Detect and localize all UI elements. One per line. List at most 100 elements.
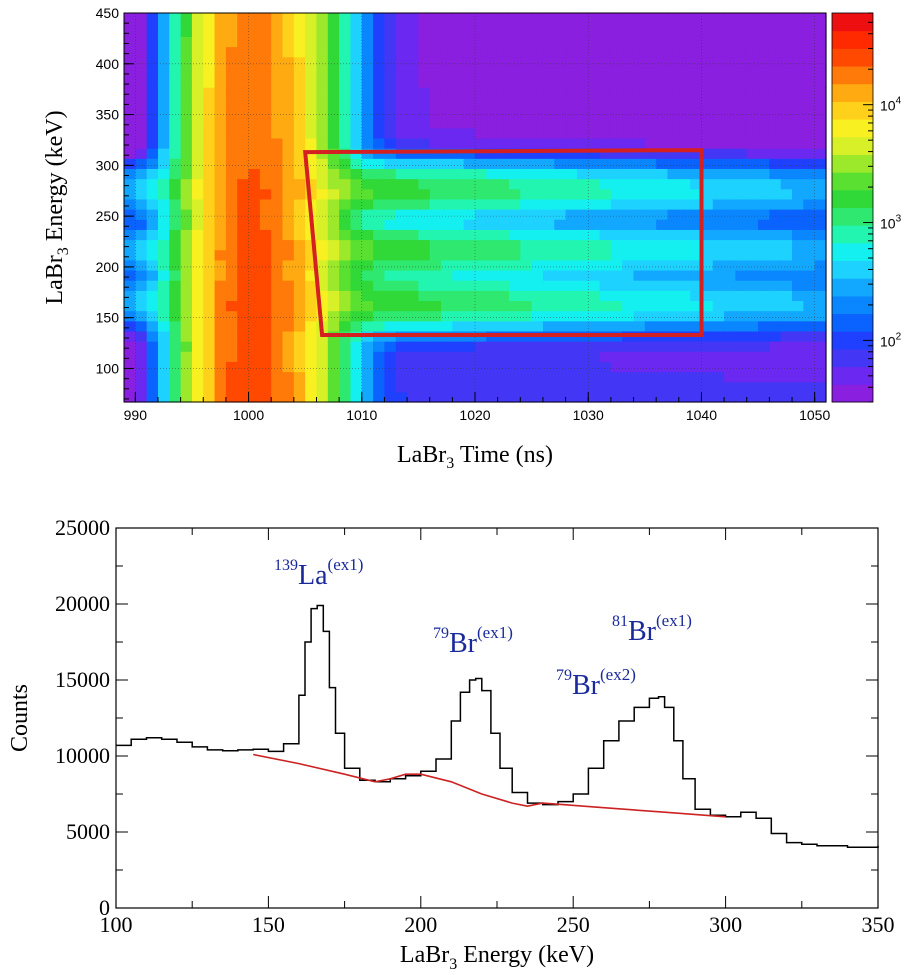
heatmap-cell xyxy=(293,320,306,332)
heatmap-cell xyxy=(441,269,453,281)
heatmap-cell xyxy=(690,341,703,352)
heatmap-cell xyxy=(429,249,442,261)
heatmap-cell xyxy=(735,290,748,302)
heatmap-cell xyxy=(588,117,601,129)
heatmap-cell xyxy=(384,269,397,281)
heatmap-cell xyxy=(769,249,782,261)
heatmap-cell xyxy=(259,341,272,352)
heatmap-cell xyxy=(701,280,714,291)
heatmap-cell xyxy=(758,76,770,88)
heatmap-cell xyxy=(135,148,148,159)
heatmap-cell xyxy=(588,107,601,119)
heatmap-cell xyxy=(644,269,657,281)
heatmap-cell xyxy=(452,249,465,261)
heatmap-cell xyxy=(350,117,363,129)
heatmap-cell xyxy=(678,381,691,393)
heatmap-cell xyxy=(724,97,737,109)
heatmap-cell xyxy=(452,36,465,48)
heatmap-cell xyxy=(690,249,703,261)
heatmap-cell xyxy=(237,239,250,251)
heatmap-cell xyxy=(350,76,363,88)
heatmap-cell xyxy=(282,158,295,169)
heatmap-cell xyxy=(712,127,725,139)
heatmap-cell xyxy=(656,148,669,159)
heatmap-cell xyxy=(361,168,374,180)
heatmap-cell xyxy=(327,107,340,119)
heatmap-cell xyxy=(633,249,646,261)
heatmap-cell xyxy=(701,148,714,159)
heatmap-cell xyxy=(610,361,623,373)
heatmap-cell xyxy=(644,219,657,230)
heatmap-cell xyxy=(644,351,657,362)
heatmap-cell xyxy=(486,310,499,322)
heatmap-cell xyxy=(633,188,646,200)
heatmap-cell xyxy=(384,239,397,251)
heatmap-cell xyxy=(407,320,419,332)
heatmap-cell xyxy=(248,87,261,98)
heatmap-cell xyxy=(554,310,567,322)
heatmap-cell xyxy=(667,36,680,48)
heatmap-cell xyxy=(622,269,635,281)
heatmap-cell xyxy=(361,56,374,68)
heatmap-cell xyxy=(418,249,431,261)
heatmap-cell xyxy=(701,259,714,271)
heatmap-cell xyxy=(373,117,386,129)
heatmap-cell xyxy=(327,56,340,68)
heatmap-cell xyxy=(452,269,465,281)
heatmap-cell xyxy=(780,280,793,291)
heatmap-cell xyxy=(780,351,793,362)
heatmap-cell xyxy=(373,56,386,68)
heatmap-cell xyxy=(361,341,374,352)
heatmap-cell xyxy=(180,219,193,230)
heatmap-cell xyxy=(395,26,408,37)
heatmap-cell xyxy=(124,87,136,98)
heatmap-cell xyxy=(508,46,521,58)
heatmap-cell xyxy=(373,361,386,373)
heatmap-cell xyxy=(248,158,261,169)
heatmap-cell xyxy=(508,310,521,322)
heatmap-cell xyxy=(542,97,555,109)
heatmap-cell xyxy=(418,259,431,271)
heatmap-cell xyxy=(712,341,725,352)
heatmap-cell xyxy=(656,178,669,190)
heatmap-cell xyxy=(792,330,804,342)
heatmap-cell xyxy=(531,97,544,109)
heatmap-cell xyxy=(633,168,646,180)
heatmap-cell xyxy=(475,269,487,281)
heatmap-cell xyxy=(395,290,408,302)
heatmap-cell xyxy=(135,351,148,362)
heatmap-cell xyxy=(418,178,431,190)
heatmap-cell xyxy=(780,381,793,393)
heatmap-cell xyxy=(588,229,601,241)
heatmap-cell xyxy=(746,310,759,322)
heatmap-cell xyxy=(599,310,612,322)
heatmap-cell xyxy=(293,219,306,230)
heatmap-cell xyxy=(191,56,204,68)
heatmap-cell xyxy=(203,46,216,58)
heatmap-cell xyxy=(350,320,363,332)
heatmap-cell xyxy=(622,188,635,200)
heatmap-cell xyxy=(667,310,680,322)
heatmap-cell xyxy=(407,229,419,241)
heatmap-cell xyxy=(475,16,487,27)
heatmap-cell xyxy=(656,188,669,200)
heatmap-cell xyxy=(678,300,691,312)
colorbar-tick-exp: 2 xyxy=(896,331,902,342)
heatmap-cell xyxy=(746,300,759,312)
heatmap-cell xyxy=(407,188,419,200)
heatmap-cell xyxy=(622,97,635,109)
heatmap-cell xyxy=(508,97,521,109)
heatmap-cell xyxy=(486,249,499,261)
heatmap-cell xyxy=(542,168,555,180)
heatmap-cell xyxy=(746,168,759,180)
heatmap-cell xyxy=(542,56,555,68)
heatmap-cell xyxy=(316,16,329,27)
heatmap-cell xyxy=(633,300,646,312)
heatmap-cell xyxy=(305,117,318,129)
heatmap-cell xyxy=(384,209,397,220)
heatmap-cell xyxy=(180,97,193,109)
heatmap-cell xyxy=(191,269,204,281)
heatmap-cell xyxy=(803,381,816,393)
heatmap-cell xyxy=(225,351,238,362)
heatmap-cell xyxy=(599,381,612,393)
